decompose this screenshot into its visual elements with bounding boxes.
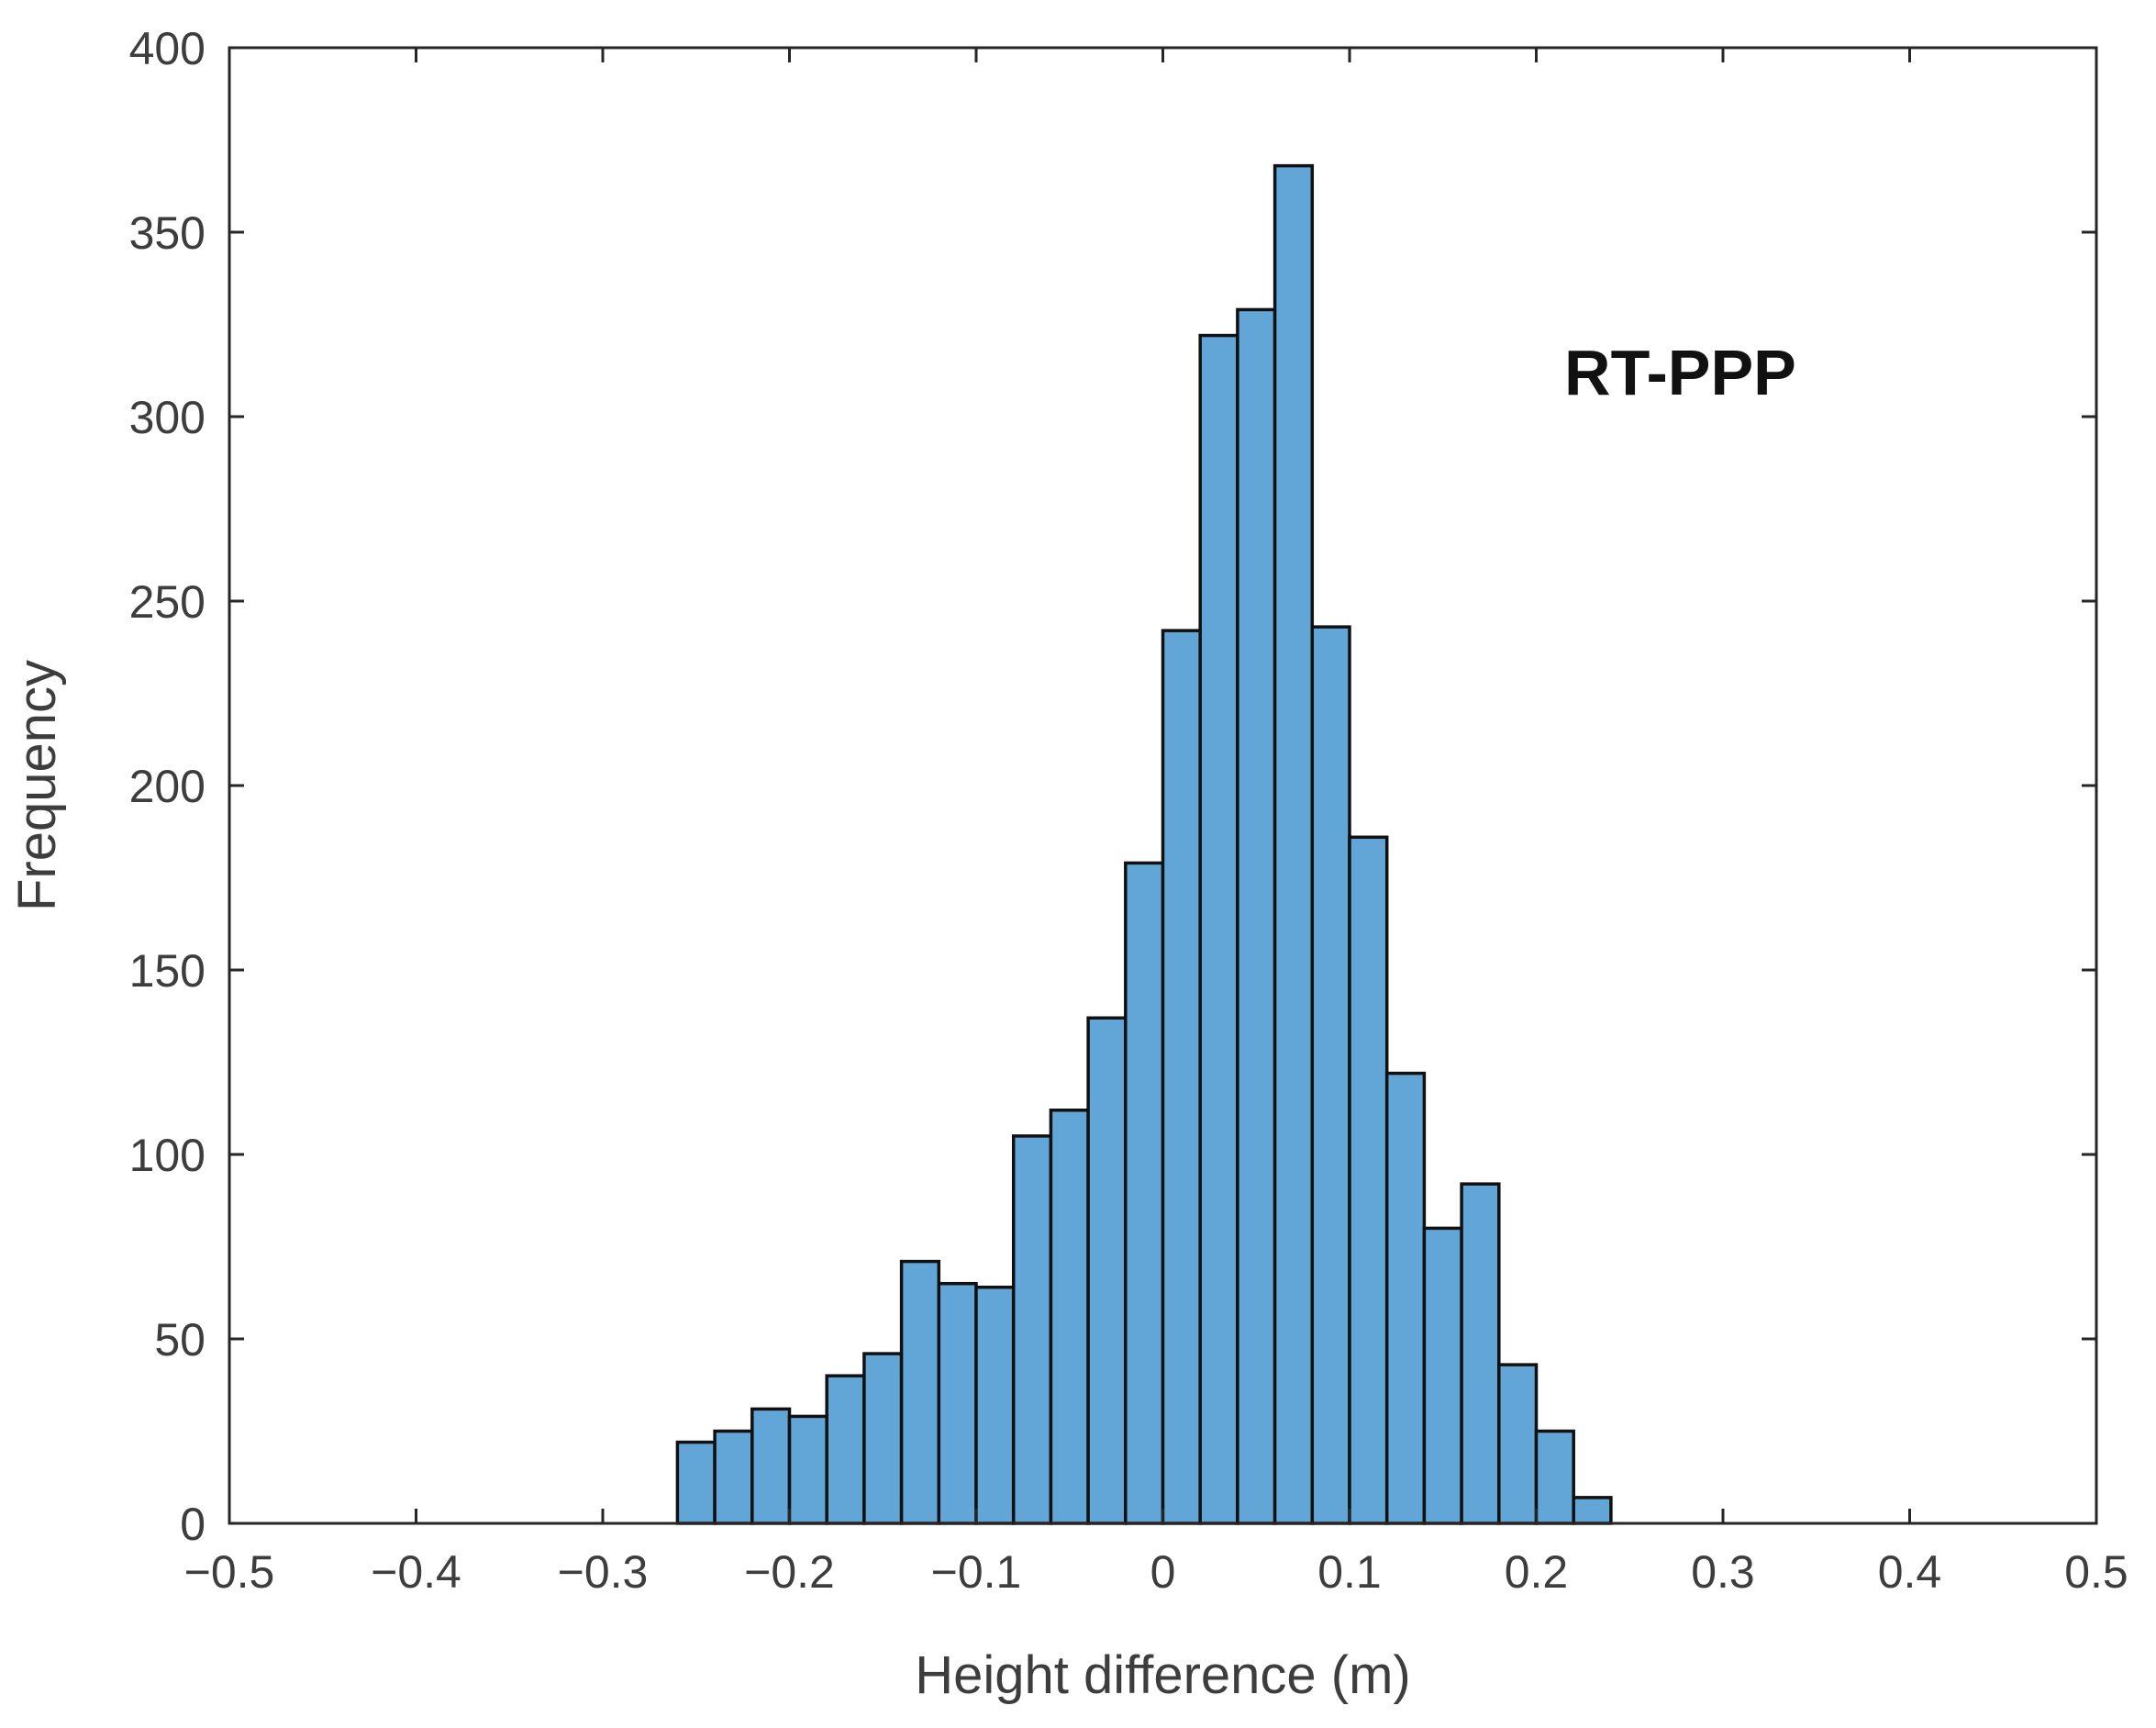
x-tick-label: 0.4 [1878, 1546, 1942, 1598]
chart-annotation: RT-PPP [1564, 337, 1796, 408]
x-axis-label: Height difference (m) [915, 1645, 1411, 1705]
histogram-bar [713, 1429, 754, 1525]
x-tick-label: −0.4 [371, 1546, 461, 1598]
y-tick-label: 100 [129, 1130, 206, 1181]
axis-tick-labels: −0.5 −0.4 −0.3 −0.2 −0.1 0 0.1 0.2 0.3 0.4 0.5 0 50 1… [129, 23, 2128, 1598]
histogram-bar [862, 1352, 904, 1525]
axis-ticks [228, 46, 2098, 1525]
histogram-bar [1534, 1429, 1575, 1525]
histogram-bar [1497, 1363, 1539, 1525]
x-tick-label: −0.3 [558, 1546, 649, 1598]
histogram-bar [1272, 163, 1315, 1525]
x-tick-label: 0.5 [2064, 1546, 2128, 1598]
histogram-bar [1572, 1496, 1613, 1525]
histogram-bar [1422, 1226, 1463, 1525]
histogram-bar [787, 1414, 828, 1525]
histogram-bar [750, 1407, 792, 1525]
y-tick-label: 150 [129, 945, 206, 997]
histogram-bar [1124, 861, 1165, 1525]
histogram-bar [1384, 1071, 1427, 1525]
histogram-bars [675, 163, 1613, 1525]
histogram-bar [974, 1285, 1016, 1525]
histogram-bar [1011, 1134, 1053, 1525]
histogram-bar [1310, 625, 1351, 1525]
y-tick-label: 400 [129, 23, 206, 74]
y-tick-label: 250 [129, 576, 206, 628]
y-tick-label: 50 [154, 1314, 206, 1366]
y-tick-label: 350 [129, 207, 206, 259]
x-tick-label: −0.1 [931, 1546, 1022, 1598]
y-tick-label: 0 [180, 1499, 206, 1550]
y-tick-label: 300 [129, 392, 206, 443]
x-tick-label: 0.1 [1317, 1546, 1382, 1598]
histogram-bar [1236, 307, 1277, 1525]
histogram-bar [1049, 1109, 1090, 1525]
histogram-bar [825, 1374, 866, 1525]
histogram-bar [1348, 835, 1389, 1525]
histogram-bar [1086, 1016, 1128, 1525]
x-tick-label: 0.2 [1505, 1546, 1569, 1598]
histogram-bar [675, 1440, 717, 1525]
histogram-bar [1460, 1182, 1501, 1525]
x-tick-label: 0 [1150, 1546, 1176, 1598]
x-tick-label: 0.3 [1691, 1546, 1755, 1598]
y-tick-label: 200 [129, 761, 206, 812]
histogram-bar [937, 1281, 978, 1525]
x-tick-label: −0.5 [184, 1546, 275, 1598]
histogram-bar [1198, 333, 1239, 1525]
x-tick-label: −0.2 [744, 1546, 835, 1598]
histogram-bar [899, 1259, 941, 1525]
histogram-bar [1161, 629, 1202, 1525]
y-axis-label: Frequency [7, 660, 67, 911]
